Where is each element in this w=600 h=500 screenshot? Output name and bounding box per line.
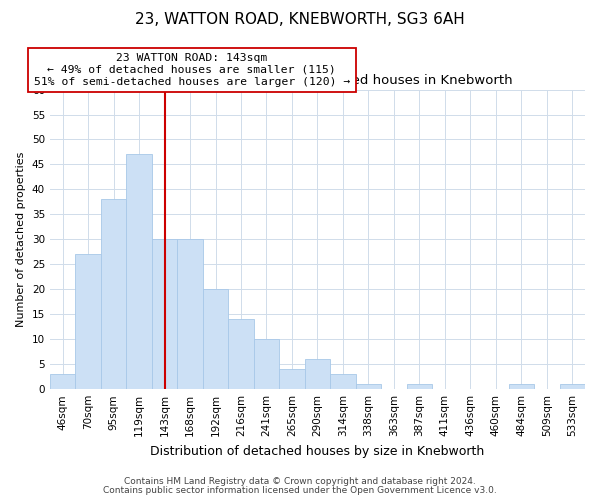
Bar xyxy=(178,240,203,389)
Bar xyxy=(560,384,585,389)
Bar xyxy=(101,200,127,389)
Bar xyxy=(254,339,279,389)
Text: Contains public sector information licensed under the Open Government Licence v3: Contains public sector information licen… xyxy=(103,486,497,495)
Text: 23 WATTON ROAD: 143sqm
← 49% of detached houses are smaller (115)
51% of semi-de: 23 WATTON ROAD: 143sqm ← 49% of detached… xyxy=(34,54,350,86)
Bar xyxy=(330,374,356,389)
Bar xyxy=(76,254,101,389)
Bar xyxy=(305,359,330,389)
Bar xyxy=(203,290,228,389)
Title: Size of property relative to detached houses in Knebworth: Size of property relative to detached ho… xyxy=(122,74,512,87)
Text: Contains HM Land Registry data © Crown copyright and database right 2024.: Contains HM Land Registry data © Crown c… xyxy=(124,477,476,486)
Y-axis label: Number of detached properties: Number of detached properties xyxy=(16,152,26,327)
X-axis label: Distribution of detached houses by size in Knebworth: Distribution of detached houses by size … xyxy=(151,444,485,458)
Bar xyxy=(407,384,432,389)
Bar xyxy=(152,240,178,389)
Bar xyxy=(50,374,76,389)
Bar xyxy=(356,384,381,389)
Bar xyxy=(279,369,305,389)
Text: 23, WATTON ROAD, KNEBWORTH, SG3 6AH: 23, WATTON ROAD, KNEBWORTH, SG3 6AH xyxy=(135,12,465,28)
Bar xyxy=(228,320,254,389)
Bar xyxy=(127,154,152,389)
Bar xyxy=(509,384,534,389)
